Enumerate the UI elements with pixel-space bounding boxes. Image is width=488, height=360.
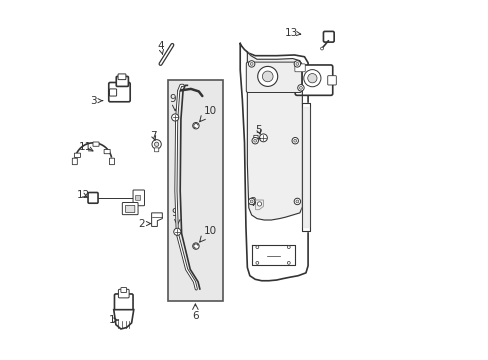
Circle shape xyxy=(171,114,179,121)
Polygon shape xyxy=(251,245,294,265)
Polygon shape xyxy=(303,107,308,227)
FancyBboxPatch shape xyxy=(118,74,125,80)
Text: 10: 10 xyxy=(203,226,217,236)
Circle shape xyxy=(303,69,320,87)
Circle shape xyxy=(192,122,199,129)
FancyBboxPatch shape xyxy=(323,31,333,42)
Circle shape xyxy=(297,85,304,91)
Polygon shape xyxy=(240,44,307,281)
FancyBboxPatch shape xyxy=(116,76,128,86)
FancyBboxPatch shape xyxy=(114,294,133,312)
FancyBboxPatch shape xyxy=(109,158,114,165)
Circle shape xyxy=(299,86,302,89)
Circle shape xyxy=(294,198,300,204)
Circle shape xyxy=(295,200,298,203)
Text: 8: 8 xyxy=(248,197,255,207)
Text: 1: 1 xyxy=(109,315,118,325)
Circle shape xyxy=(291,138,298,144)
Circle shape xyxy=(250,200,253,203)
Text: 4: 4 xyxy=(157,41,163,54)
Circle shape xyxy=(255,261,258,264)
Circle shape xyxy=(307,73,316,83)
FancyBboxPatch shape xyxy=(327,76,336,85)
FancyBboxPatch shape xyxy=(294,64,305,72)
Text: 10: 10 xyxy=(203,106,217,116)
Circle shape xyxy=(320,47,323,50)
Circle shape xyxy=(257,66,277,86)
FancyBboxPatch shape xyxy=(74,153,81,157)
Circle shape xyxy=(250,63,253,65)
Polygon shape xyxy=(302,103,309,231)
FancyBboxPatch shape xyxy=(108,82,130,102)
Circle shape xyxy=(152,140,161,149)
Circle shape xyxy=(255,246,258,249)
FancyBboxPatch shape xyxy=(154,148,159,152)
Text: 12: 12 xyxy=(76,190,89,200)
Text: 5: 5 xyxy=(255,125,262,135)
FancyBboxPatch shape xyxy=(104,149,110,154)
FancyBboxPatch shape xyxy=(125,205,135,212)
Text: 2: 2 xyxy=(138,219,150,229)
Text: 9: 9 xyxy=(169,94,175,104)
Polygon shape xyxy=(114,310,134,329)
Text: 6: 6 xyxy=(192,311,198,321)
Circle shape xyxy=(248,198,254,204)
Circle shape xyxy=(248,61,254,67)
Circle shape xyxy=(287,261,290,264)
Circle shape xyxy=(294,61,300,67)
FancyBboxPatch shape xyxy=(72,158,77,165)
FancyBboxPatch shape xyxy=(121,288,126,293)
Polygon shape xyxy=(247,52,302,220)
Circle shape xyxy=(257,202,261,206)
Circle shape xyxy=(293,139,296,142)
Polygon shape xyxy=(151,213,162,226)
Polygon shape xyxy=(255,200,263,210)
Circle shape xyxy=(295,63,298,65)
FancyBboxPatch shape xyxy=(295,65,332,95)
FancyBboxPatch shape xyxy=(118,289,129,298)
Text: 9: 9 xyxy=(171,208,178,218)
FancyBboxPatch shape xyxy=(93,142,99,146)
Bar xyxy=(167,80,223,301)
Text: 7: 7 xyxy=(150,131,157,141)
Circle shape xyxy=(287,246,290,249)
FancyBboxPatch shape xyxy=(135,195,140,201)
FancyBboxPatch shape xyxy=(253,135,258,140)
Circle shape xyxy=(192,243,199,249)
Circle shape xyxy=(262,71,272,82)
Circle shape xyxy=(251,138,258,144)
FancyBboxPatch shape xyxy=(133,190,144,206)
FancyBboxPatch shape xyxy=(246,62,301,93)
Text: 3: 3 xyxy=(90,96,102,106)
Text: 13: 13 xyxy=(284,28,300,38)
FancyBboxPatch shape xyxy=(122,203,138,215)
FancyBboxPatch shape xyxy=(109,89,116,96)
Circle shape xyxy=(253,139,256,142)
Circle shape xyxy=(173,228,181,235)
Text: 11: 11 xyxy=(79,142,93,152)
Circle shape xyxy=(154,142,159,147)
Circle shape xyxy=(259,134,267,142)
FancyBboxPatch shape xyxy=(88,193,98,203)
